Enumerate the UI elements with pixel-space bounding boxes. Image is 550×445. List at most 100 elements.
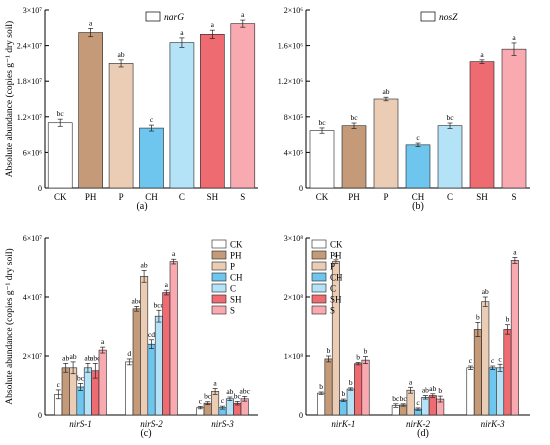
y-tick-label: 0: [38, 184, 42, 193]
legend-swatch: [211, 261, 227, 271]
y-axis-label: Absolute abundance (copies g⁻¹ dry soil): [4, 248, 15, 404]
significance-letter: ab: [141, 260, 148, 269]
x-tick-label: PH: [348, 192, 360, 202]
legend-label: narG: [164, 13, 184, 23]
legend-swatch: [211, 272, 227, 282]
y-tick-label: 0: [299, 184, 303, 193]
significance-letter: a: [180, 28, 184, 37]
significance-letter: bc: [77, 373, 85, 382]
y-tick-label: 2×10⁶: [284, 6, 304, 15]
bar-P: [406, 389, 415, 416]
y-tick-label: 1.6×10⁶: [278, 42, 304, 51]
bar-CK: [317, 392, 326, 416]
legend-swatch: [311, 283, 327, 293]
legend-swatch: [211, 283, 227, 293]
x-tick-label: P: [383, 192, 388, 202]
significance-letter: a: [213, 378, 217, 387]
legend-label: P: [230, 262, 235, 272]
significance-letter: a: [334, 250, 338, 259]
y-tick-label: 2×10⁸: [284, 293, 304, 302]
bar-C: [346, 388, 355, 416]
panel-label: (b): [412, 201, 424, 212]
significance-letter: a: [211, 20, 215, 29]
bar-SH: [469, 61, 495, 189]
significance-letter: bcd: [153, 300, 164, 309]
bar-P: [140, 276, 149, 416]
panel-label: (c): [140, 428, 151, 439]
x-tick-label: nirK-2: [406, 419, 431, 429]
legend-swatch: [311, 239, 327, 249]
x-tick-label: nirK-3: [481, 419, 506, 429]
bar-P: [69, 367, 78, 416]
significance-letter: ab: [62, 353, 69, 362]
bar-CH: [405, 144, 431, 189]
legend-swatch: [211, 239, 227, 249]
significance-letter: ab: [226, 387, 233, 396]
bar-CH: [76, 386, 85, 416]
bar-S: [230, 23, 256, 189]
y-tick-label: 0: [38, 411, 42, 420]
bar-C: [225, 398, 234, 416]
significance-letter: b: [438, 386, 442, 395]
x-tick-label: CK: [54, 192, 67, 202]
significance-letter: a: [172, 249, 176, 258]
bar-CK: [309, 130, 335, 189]
significance-letter: a: [480, 50, 484, 59]
panel-label: (d): [417, 428, 429, 439]
x-tick-label: S: [240, 192, 245, 202]
bar-CH: [488, 367, 497, 416]
bar-C: [154, 315, 163, 416]
y-tick-label: 1×10⁸: [284, 352, 304, 361]
significance-letter: c: [150, 115, 154, 124]
legend-label: CH: [330, 273, 343, 283]
x-tick-label: SH: [476, 192, 488, 202]
significance-letter: ab: [118, 50, 125, 59]
x-tick-label: CH: [145, 192, 158, 202]
significance-letter: bc: [400, 394, 408, 403]
significance-letter: c: [221, 396, 225, 405]
legend-swatch: [420, 11, 436, 22]
legend-label: PH: [230, 251, 242, 261]
bar-PH: [341, 125, 367, 189]
x-tick-label: nirS-1: [69, 419, 92, 429]
significance-letter: bc: [392, 394, 400, 403]
bar-C: [169, 42, 195, 189]
legend-label: S: [230, 306, 235, 316]
significance-letter: c: [416, 133, 420, 142]
significance-letter: bc: [350, 113, 358, 122]
y-tick-label: 4×10⁷: [23, 293, 43, 302]
significance-letter: c: [491, 356, 495, 365]
x-tick-label: C: [447, 192, 453, 202]
bar-C: [496, 367, 505, 416]
significance-letter: bc: [204, 392, 212, 401]
legend-label: C: [330, 284, 336, 294]
legend-label: C: [230, 284, 236, 294]
significance-letter: a: [241, 10, 245, 19]
significance-letter: c: [57, 380, 61, 389]
bar-S: [169, 261, 178, 416]
legend-swatch: [311, 261, 327, 271]
bar-SH: [354, 363, 363, 416]
legend-swatch: [311, 272, 327, 282]
significance-letter: ab: [70, 352, 77, 361]
significance-letter: c: [469, 356, 473, 365]
legend-label: S: [330, 306, 335, 316]
bar-CK: [466, 367, 475, 416]
bar-SH: [428, 395, 437, 416]
y-axis-label: Absolute abundance (copies g⁻¹ dry soil): [4, 21, 15, 177]
bar-C: [83, 367, 92, 416]
y-tick-label: 1.8×10⁷: [17, 77, 43, 86]
x-tick-label: CH: [412, 192, 425, 202]
x-tick-label: C: [179, 192, 185, 202]
significance-letter: a: [165, 280, 169, 289]
legend-swatch: [211, 305, 227, 315]
significance-letter: abc: [239, 386, 250, 395]
y-tick-label: 2×10⁷: [23, 352, 43, 361]
x-tick-label: P: [119, 192, 124, 202]
legend-swatch: [311, 305, 327, 315]
x-tick-label: nirS-2: [140, 419, 163, 429]
significance-letter: c: [416, 398, 420, 407]
legend-label: CH: [230, 273, 243, 283]
panel-label: (a): [136, 201, 147, 212]
